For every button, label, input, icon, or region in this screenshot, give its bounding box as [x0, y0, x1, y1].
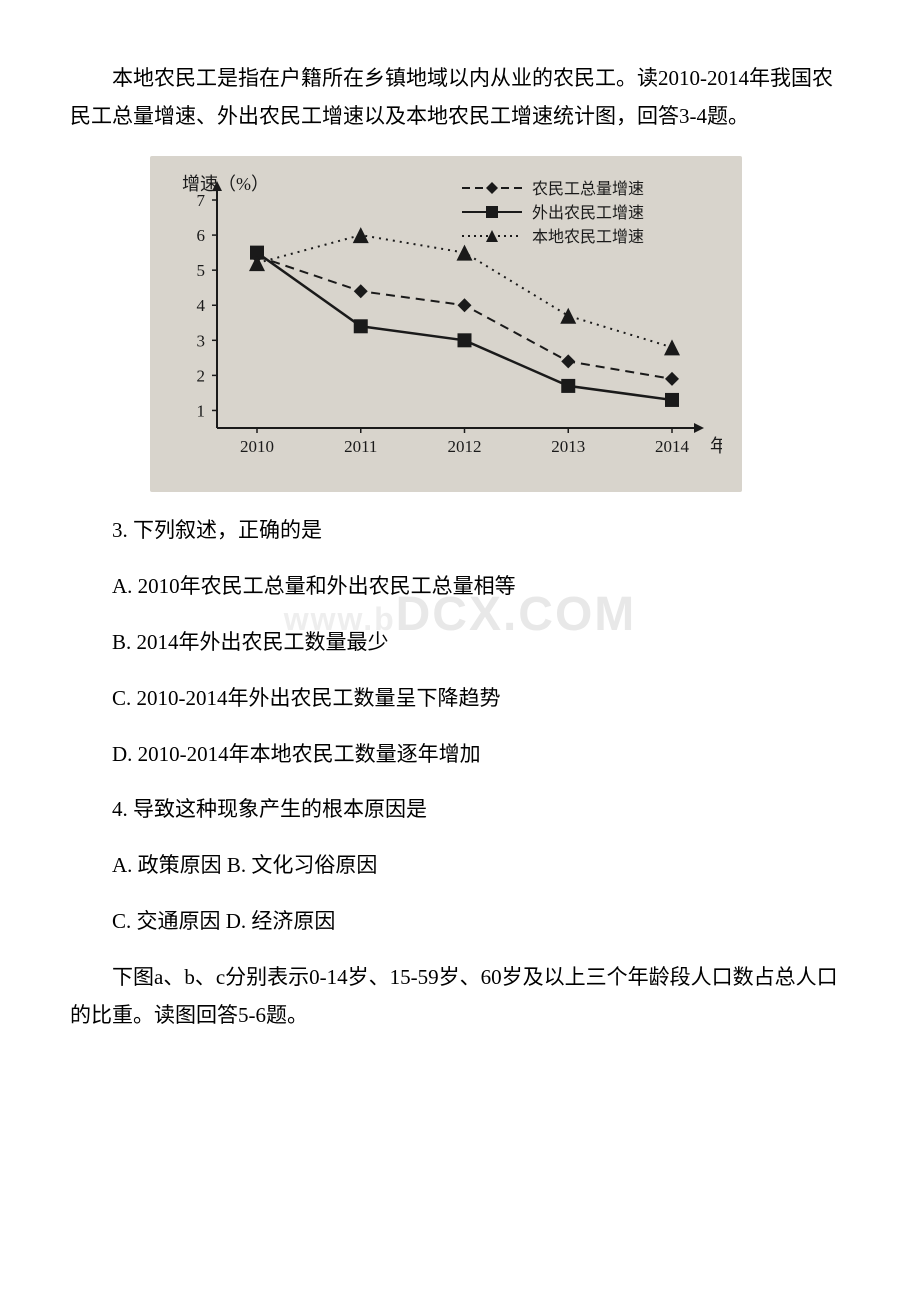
- svg-text:1: 1: [197, 401, 206, 420]
- q4-stem: 4. 导致这种现象产生的根本原因是: [112, 791, 850, 829]
- q3-choice-a: A. 2010年农民工总量和外出农民工总量相等: [112, 568, 850, 606]
- svg-text:外出农民工增速: 外出农民工增速: [532, 204, 644, 222]
- intro-q34: 本地农民工是指在户籍所在乡镇地域以内从业的农民工。读2010-2014年我国农民…: [70, 60, 850, 136]
- svg-text:5: 5: [197, 261, 206, 280]
- svg-text:2012: 2012: [448, 437, 482, 456]
- growth-rate-chart: 增速（%） 1 2 3 4 5 6 7 2010 2011 2012 2013 2014 年份 农民工总量增…: [150, 156, 850, 493]
- svg-text:3: 3: [197, 331, 206, 350]
- svg-text:农民工总量增速: 农民工总量增速: [532, 180, 644, 198]
- svg-text:2013: 2013: [551, 437, 585, 456]
- svg-text:增速（%）: 增速（%）: [182, 174, 269, 194]
- q3-choice-d: D. 2010-2014年本地农民工数量逐年增加: [112, 736, 850, 774]
- q3-choice-b: B. 2014年外出农民工数量最少: [112, 624, 850, 662]
- svg-text:年份: 年份: [710, 436, 722, 456]
- svg-text:2010: 2010: [240, 437, 274, 456]
- svg-text:2: 2: [197, 366, 206, 385]
- svg-text:2014: 2014: [655, 437, 690, 456]
- chart-svg: 增速（%） 1 2 3 4 5 6 7 2010 2011 2012 2013 2014 年份 农民工总量增…: [162, 168, 722, 468]
- q4-choices-line2: C. 交通原因 D. 经济原因: [112, 903, 850, 941]
- q4-choices-line1: A. 政策原因 B. 文化习俗原因: [112, 847, 850, 885]
- svg-text:7: 7: [197, 191, 206, 210]
- svg-text:2011: 2011: [344, 437, 377, 456]
- intro-q56: 下图a、b、c分别表示0-14岁、15-59岁、60岁及以上三个年龄段人口数占总…: [70, 959, 850, 1035]
- svg-text:4: 4: [197, 296, 206, 315]
- svg-text:6: 6: [197, 226, 206, 245]
- q3-choice-c: C. 2010-2014年外出农民工数量呈下降趋势: [112, 680, 850, 718]
- q3-stem: 3. 下列叙述，正确的是: [112, 512, 850, 550]
- svg-text:本地农民工增速: 本地农民工增速: [532, 228, 644, 246]
